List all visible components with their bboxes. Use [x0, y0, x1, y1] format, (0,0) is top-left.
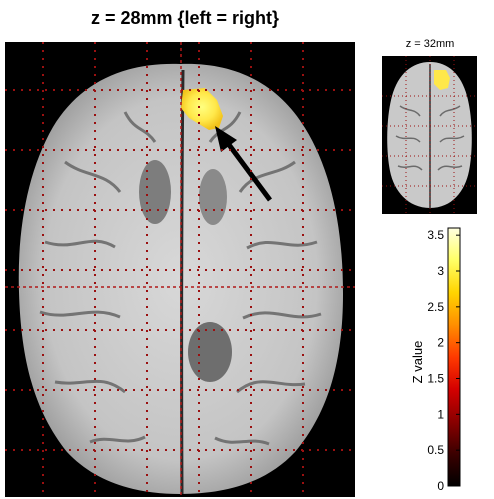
activation-cluster: [181, 88, 223, 130]
colorbar-tick-label: 1.5: [427, 372, 444, 386]
inset-brain-slice: [382, 56, 477, 214]
inset-activation-cluster: [434, 70, 450, 90]
colorbar-tick-label: 2.5: [427, 300, 444, 314]
main-brain-slice: [5, 42, 355, 497]
lateral-ventricle-right: [199, 169, 227, 225]
inset-sulci: [395, 105, 465, 171]
colorbar-label: Z value: [410, 341, 425, 384]
colorbar-tick-label: 3: [437, 264, 444, 278]
colorbar: Z value 3.5 3 2.5 2 1.5 1 0.5 0: [410, 227, 461, 493]
colorbar-strip: [447, 227, 461, 487]
arrow-annotation: [215, 126, 273, 202]
colorbar-tick-label: 2: [437, 336, 444, 350]
colorbar-tick-label: 3.5: [427, 228, 444, 242]
center-crosshair: [5, 42, 355, 497]
colorbar-tick-label: 0.5: [427, 443, 444, 457]
colorbar-tick-label: 0: [437, 479, 444, 493]
colorbar-ticks: 3.5 3 2.5 2 1.5 1 0.5 0: [427, 228, 460, 493]
main-slice-title: z = 28mm {left = right}: [90, 8, 280, 28]
posterior-dark-region: [188, 322, 232, 382]
inset-slice-title: z = 32mm: [405, 38, 455, 50]
interhemispheric-fissure: [180, 69, 185, 495]
colorbar-tick-label: 1: [437, 407, 444, 421]
lateral-ventricle-left: [139, 160, 171, 224]
